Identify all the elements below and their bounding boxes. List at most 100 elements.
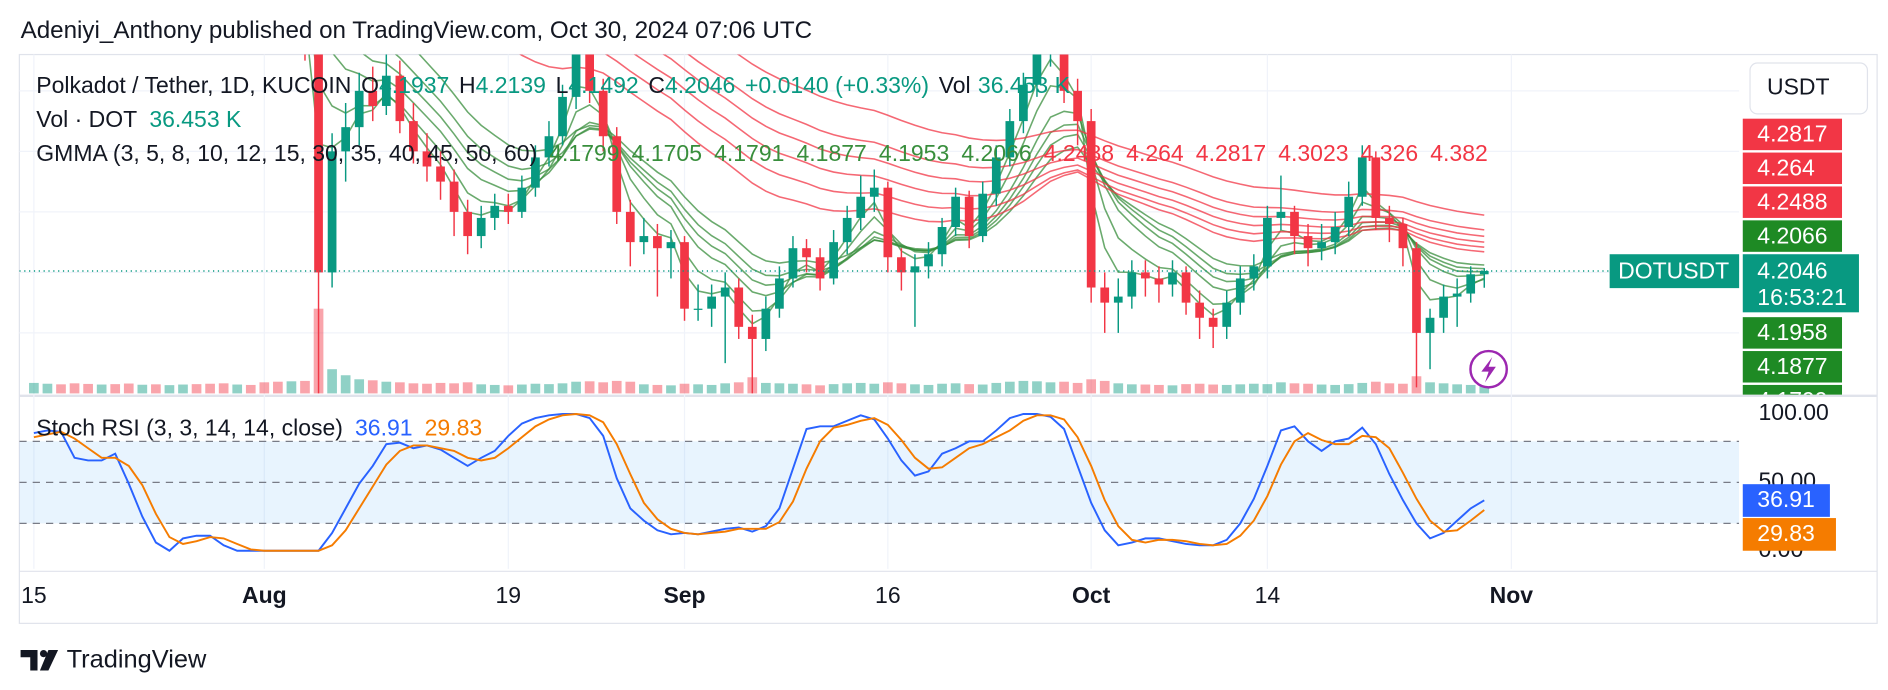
volume-bar [1248,383,1259,394]
candle-body [598,90,608,137]
candle-body [707,296,716,309]
volume-bar [530,383,541,394]
low-label: L [556,72,569,98]
candle-body [1290,211,1299,237]
volume-bar [1099,380,1110,394]
x-tick-label: Sep [663,582,705,608]
volume-bar [1479,386,1490,394]
currency-label[interactable]: USDT [1767,74,1830,100]
legend-stoch: Stoch RSI (3, 3, 14, 14, close) 36.91 29.8… [36,415,482,441]
candle-body [1249,266,1259,279]
gmma-value: 4.2066 [961,140,1031,166]
volume-bar [273,381,283,394]
volume-bar [1357,382,1368,394]
volume-bar [422,383,432,394]
volume-bar [1113,383,1124,394]
volume-bar [110,384,121,394]
candle-body [327,151,337,273]
volume-bar [29,382,39,394]
currency-button[interactable]: USDT [1749,62,1869,115]
candle-body [1371,157,1381,218]
countdown: 16:53:21 [1757,284,1846,310]
volume-bar [571,381,581,394]
currency-box[interactable] [1749,62,1869,115]
stoch-value-label: 29.83 [1757,520,1815,546]
volume-bar [869,383,880,394]
candle-body [1005,121,1015,158]
volume-bar [300,380,310,394]
stoch-pane [19,413,1740,552]
candle-body [653,236,662,249]
candle-body [1019,84,1028,122]
volume-bar [503,385,514,394]
volume-bar [883,382,893,394]
price-label: 4.2817 [1757,121,1827,147]
gmma-line [519,54,1485,253]
candle-body [1276,211,1286,218]
candle-body [531,157,540,188]
overlay: DOTUSDT4.204616:53:21100.0050.000.0036.9… [1609,254,1859,562]
candle-body [1073,90,1082,122]
candle-body [1086,121,1096,288]
candle-body [897,257,906,273]
candle-body [1317,242,1326,249]
volume-bar [476,384,487,394]
current-price-box [1742,254,1859,313]
candle-body [775,278,784,309]
volume-bar [950,383,961,394]
candle-body [436,166,445,182]
open-value: 4.1937 [379,72,449,98]
volume-bar [517,384,527,394]
candle-body [842,217,852,243]
candle-body [490,205,500,218]
x-tick-label: 14 [1255,582,1281,608]
volume-bar [1072,382,1083,394]
x-tick-label: Oct [1072,582,1111,608]
candle-body [422,151,432,167]
candle-body [449,181,459,212]
volume-bar [1140,384,1151,394]
candle-body [639,236,649,243]
candle-body [991,157,1001,194]
volume-bar [1262,384,1273,394]
volume-bar [232,384,243,394]
candle-body [1059,54,1069,91]
volume-bar [855,382,866,394]
gmma-line [687,54,1485,231]
volume-bar [842,383,853,394]
close-value: 4.2046 [665,72,735,98]
volume-bar [367,380,378,394]
volume-bar [896,383,907,394]
volume-bar [1018,380,1029,394]
volume-bar [1235,384,1246,394]
gmma-value: 4.1705 [632,140,702,166]
volume-bar [178,384,188,394]
logo-slant [39,649,59,671]
volume-bar [611,380,622,394]
volume-bar [991,382,1002,394]
candle-body [856,196,866,218]
volume-bar [1384,383,1395,394]
price-label-box [1742,317,1843,349]
alert-icon[interactable] [1469,349,1508,389]
candle-body [1385,217,1394,224]
alert-bolt[interactable] [1481,357,1496,383]
volume-bar [1045,382,1056,394]
volume-bar [964,384,975,394]
candle-body [354,90,364,128]
candle-body [1466,274,1476,294]
volume-bar [408,383,419,394]
volume-bar [706,384,717,394]
candle-body [1357,157,1367,197]
gmma-value: 4.2488 [1044,140,1114,166]
volume-bar [788,383,798,394]
volume-bar [489,384,500,394]
volume-bar [977,384,988,394]
stoch-value-box [1742,518,1836,551]
volume-bar [544,384,554,394]
close-label: C [648,72,665,98]
candle-body [381,75,391,106]
volume-bar [584,381,595,394]
candle-body [1154,278,1164,285]
volume-bar [828,384,839,394]
